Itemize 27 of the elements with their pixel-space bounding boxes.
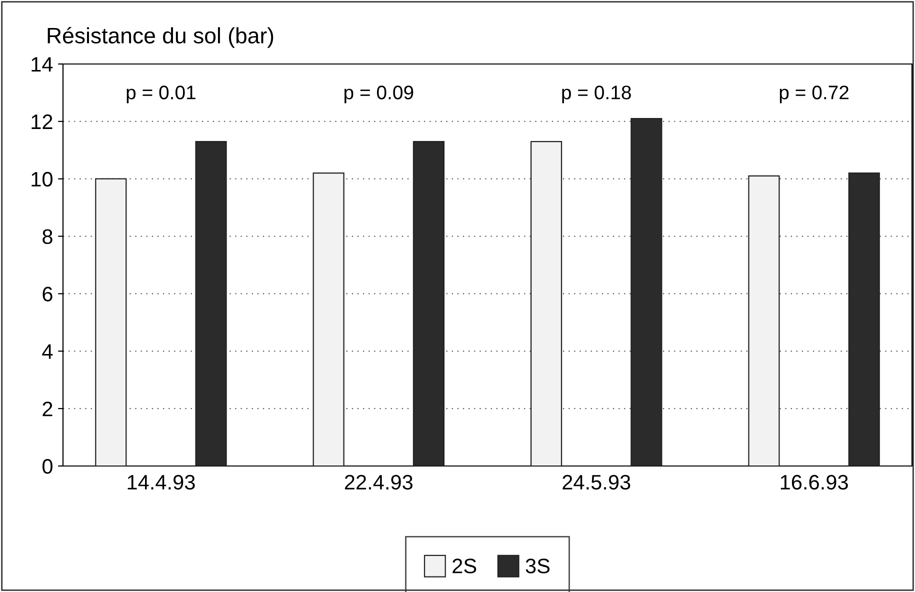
legend-label: 3S [526,558,550,574]
x-tick-label: 22.4.93 [344,474,412,490]
bar [848,172,880,466]
y-tick-label: 14 [32,57,53,72]
annotation: p = 0.18 [562,86,631,104]
y-tick-label: 6 [42,286,52,302]
annotation: p = 0.72 [780,86,848,104]
bar [312,172,344,466]
x-tick-label: 16.6.93 [780,474,848,490]
y-axis-title: Résistance du sol (bar) [48,26,274,48]
bar [412,140,445,466]
bar [530,140,562,466]
bar [630,118,662,466]
y-tick-label: 2 [42,402,52,416]
y-tick-label: 4 [42,344,53,359]
y-tick-label: 0 [42,459,52,474]
x-tick-label: 14.4.93 [128,474,195,490]
x-tick-label: 24.5.93 [562,474,630,490]
bar [195,140,227,466]
annotation: p = 0.09 [344,86,414,104]
y-tick-label: 10 [32,172,52,187]
legend-label: 2S [452,558,476,574]
y-tick-label: 12 [32,114,52,129]
annotation: p = 0.01 [126,86,196,104]
y-tick-label: 8 [42,229,52,244]
bar [748,175,780,466]
bar [95,178,127,466]
